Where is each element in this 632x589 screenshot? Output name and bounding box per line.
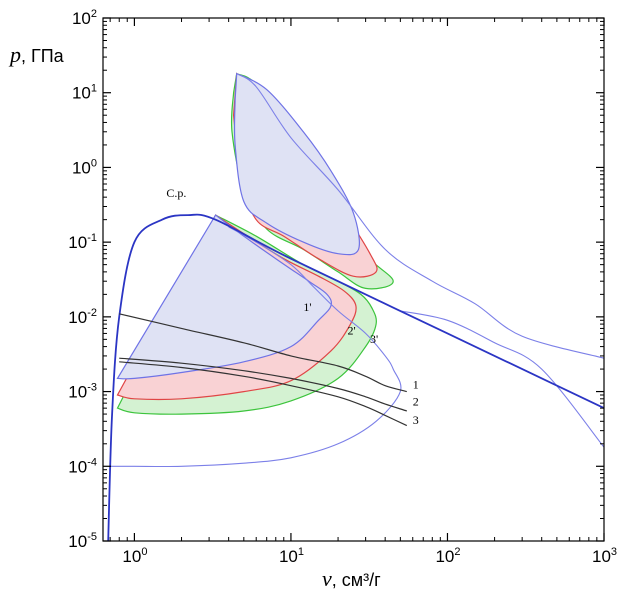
annotation-label: C.p. (166, 186, 186, 200)
upper-envelope (236, 73, 605, 359)
annotation-label: 1 (413, 377, 419, 391)
annotation-label: 3' (370, 332, 378, 346)
y-tick-label: 101 (72, 83, 97, 103)
y-tick-label: 10-1 (68, 232, 97, 252)
x-tick-label: 101 (279, 546, 304, 566)
filled-regions (116, 72, 394, 415)
isentrope-2 (119, 357, 407, 412)
lower-thin-tail (400, 310, 605, 448)
low-density-envelope (110, 226, 402, 468)
y-tick-label: 10-2 (68, 307, 97, 327)
region-1' (116, 214, 332, 380)
isentrope-3 (119, 361, 408, 427)
x-tick-label: 102 (435, 546, 460, 566)
y-tick-label: 100 (72, 157, 97, 177)
annotation-label: 3 (413, 413, 419, 427)
y-tick-label: 102 (72, 8, 97, 28)
y-axis-label: p, ГПа (8, 42, 65, 67)
curves (107, 73, 605, 542)
annotation-label: 2 (413, 395, 419, 409)
x-tick-label: 100 (122, 546, 147, 566)
y-axis-unit: , ГПа (21, 46, 65, 66)
x-axis-unit: , см³/г (332, 570, 381, 589)
y-tick-label: 10-5 (68, 531, 97, 551)
y-tick-label: 10-3 (68, 382, 97, 402)
x-axis-symbol: v (322, 566, 332, 589)
annotations: C.p. 1' 2' 3' 1 2 3 (166, 186, 418, 427)
annotation-label: 2' (348, 324, 356, 338)
y-axis-symbol: p (8, 42, 21, 67)
plot-frame (102, 17, 605, 542)
svg-text:p, ГПа: p, ГПа (8, 42, 65, 67)
saturation-curve (107, 213, 605, 542)
x-axis-label: v, см³/г (322, 566, 381, 589)
x-tick-label: 103 (592, 546, 617, 566)
region-upper-inner (233, 72, 360, 256)
axis-ticks: 100 101 102 103 10-5 10-4 10-3 10-2 10-1 100 101 10… (68, 8, 617, 566)
annotation-label: 1' (303, 300, 311, 314)
isentrope-1 (119, 313, 407, 393)
svg-text:v, см³/г: v, см³/г (322, 566, 381, 589)
y-tick-label: 10-4 (68, 456, 97, 476)
